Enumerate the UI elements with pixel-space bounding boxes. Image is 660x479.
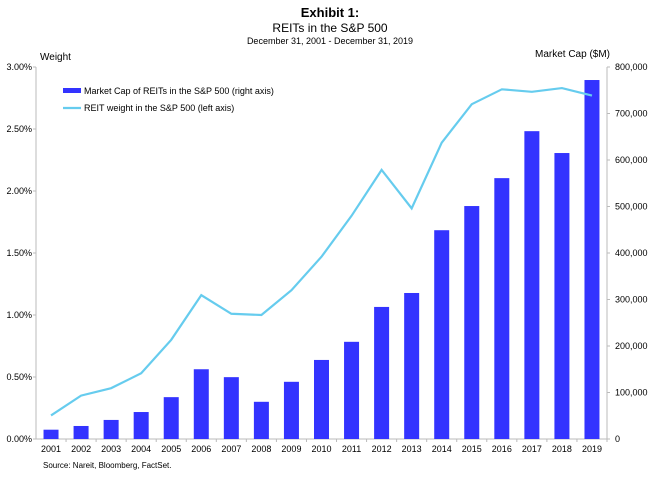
bar-2011 xyxy=(344,341,360,439)
source-note: Source: Nareit, Bloomberg, FactSet. xyxy=(43,461,172,470)
right-tick-label: 200,000 xyxy=(615,341,648,351)
x-tick-label: 2016 xyxy=(492,444,512,454)
bar-2007 xyxy=(223,377,239,439)
right-tick-label: 0 xyxy=(615,434,620,444)
legend-bar-swatch xyxy=(63,88,81,93)
bar-2005 xyxy=(163,397,179,439)
bar-2009 xyxy=(283,381,299,439)
right-axis-title: Market Cap ($M) xyxy=(535,49,610,60)
x-tick-label: 2012 xyxy=(372,444,392,454)
x-tick-label: 2005 xyxy=(161,444,181,454)
x-tick-label: 2001 xyxy=(41,444,61,454)
right-tick-label: 100,000 xyxy=(615,388,648,398)
chart-subtitle: REITs in the S&P 500 xyxy=(272,21,388,35)
bar-2012 xyxy=(374,306,390,439)
bar-2017 xyxy=(524,131,540,440)
bar-2019 xyxy=(584,80,600,440)
chart-title: Exhibit 1: xyxy=(300,5,360,20)
left-tick-label: 2.00% xyxy=(6,186,32,196)
x-tick-label: 2003 xyxy=(101,444,121,454)
left-tick-label: 3.00% xyxy=(6,62,32,72)
bar-2018 xyxy=(554,153,570,439)
bar-2004 xyxy=(133,412,149,439)
left-tick-label: 2.50% xyxy=(6,124,32,134)
x-tick-label: 2017 xyxy=(522,444,542,454)
right-tick-label: 700,000 xyxy=(615,109,648,119)
bar-2008 xyxy=(253,401,269,439)
legend-bar-label: Market Cap of REITs in the S&P 500 (righ… xyxy=(84,86,274,96)
x-tick-label: 2014 xyxy=(432,444,452,454)
x-tick-label: 2019 xyxy=(582,444,602,454)
x-tick-label: 2010 xyxy=(311,444,331,454)
left-tick-label: 1.50% xyxy=(6,248,32,258)
bar-2003 xyxy=(103,419,119,439)
left-tick-label: 1.00% xyxy=(6,310,32,320)
x-tick-label: 2006 xyxy=(191,444,211,454)
x-tick-label: 2011 xyxy=(342,444,361,454)
chart-date-range: December 31, 2001 - December 31, 2019 xyxy=(246,36,414,46)
bar-2013 xyxy=(404,292,420,439)
right-tick-label: 300,000 xyxy=(615,295,648,305)
left-axis-title: Weight xyxy=(40,52,71,63)
left-tick-label: 0.50% xyxy=(6,372,32,382)
bar-2016 xyxy=(494,178,510,439)
legend-line-label: REIT weight in the S&P 500 (left axis) xyxy=(84,103,234,113)
x-tick-label: 2007 xyxy=(221,444,241,454)
bar-2002 xyxy=(73,425,89,439)
x-tick-label: 2009 xyxy=(281,444,301,454)
x-tick-label: 2002 xyxy=(71,444,91,454)
bar-2001 xyxy=(43,429,59,439)
x-tick-label: 2018 xyxy=(552,444,572,454)
left-tick-label: 0.00% xyxy=(6,434,32,444)
x-tick-label: 2004 xyxy=(131,444,151,454)
x-tick-label: 2015 xyxy=(462,444,482,454)
right-tick-label: 600,000 xyxy=(615,155,648,165)
right-tick-label: 400,000 xyxy=(615,248,648,258)
bar-2010 xyxy=(314,359,329,439)
x-tick-label: 2008 xyxy=(251,444,271,454)
x-tick-label: 2013 xyxy=(402,444,422,454)
bar-2006 xyxy=(193,369,209,439)
right-tick-label: 500,000 xyxy=(615,202,648,212)
bar-2015 xyxy=(464,206,480,439)
right-tick-label: 800,000 xyxy=(615,62,648,72)
bar-2014 xyxy=(434,230,450,439)
